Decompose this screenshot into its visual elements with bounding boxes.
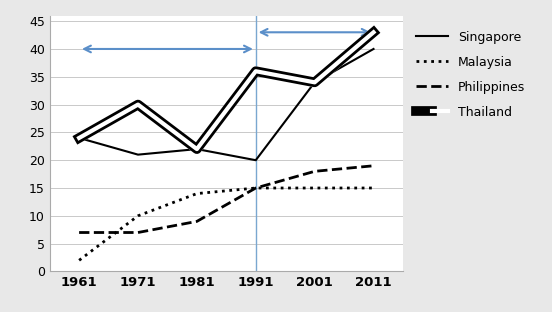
- Legend: Singapore, Malaysia, Philippines, Thailand: Singapore, Malaysia, Philippines, Thaila…: [413, 27, 529, 123]
